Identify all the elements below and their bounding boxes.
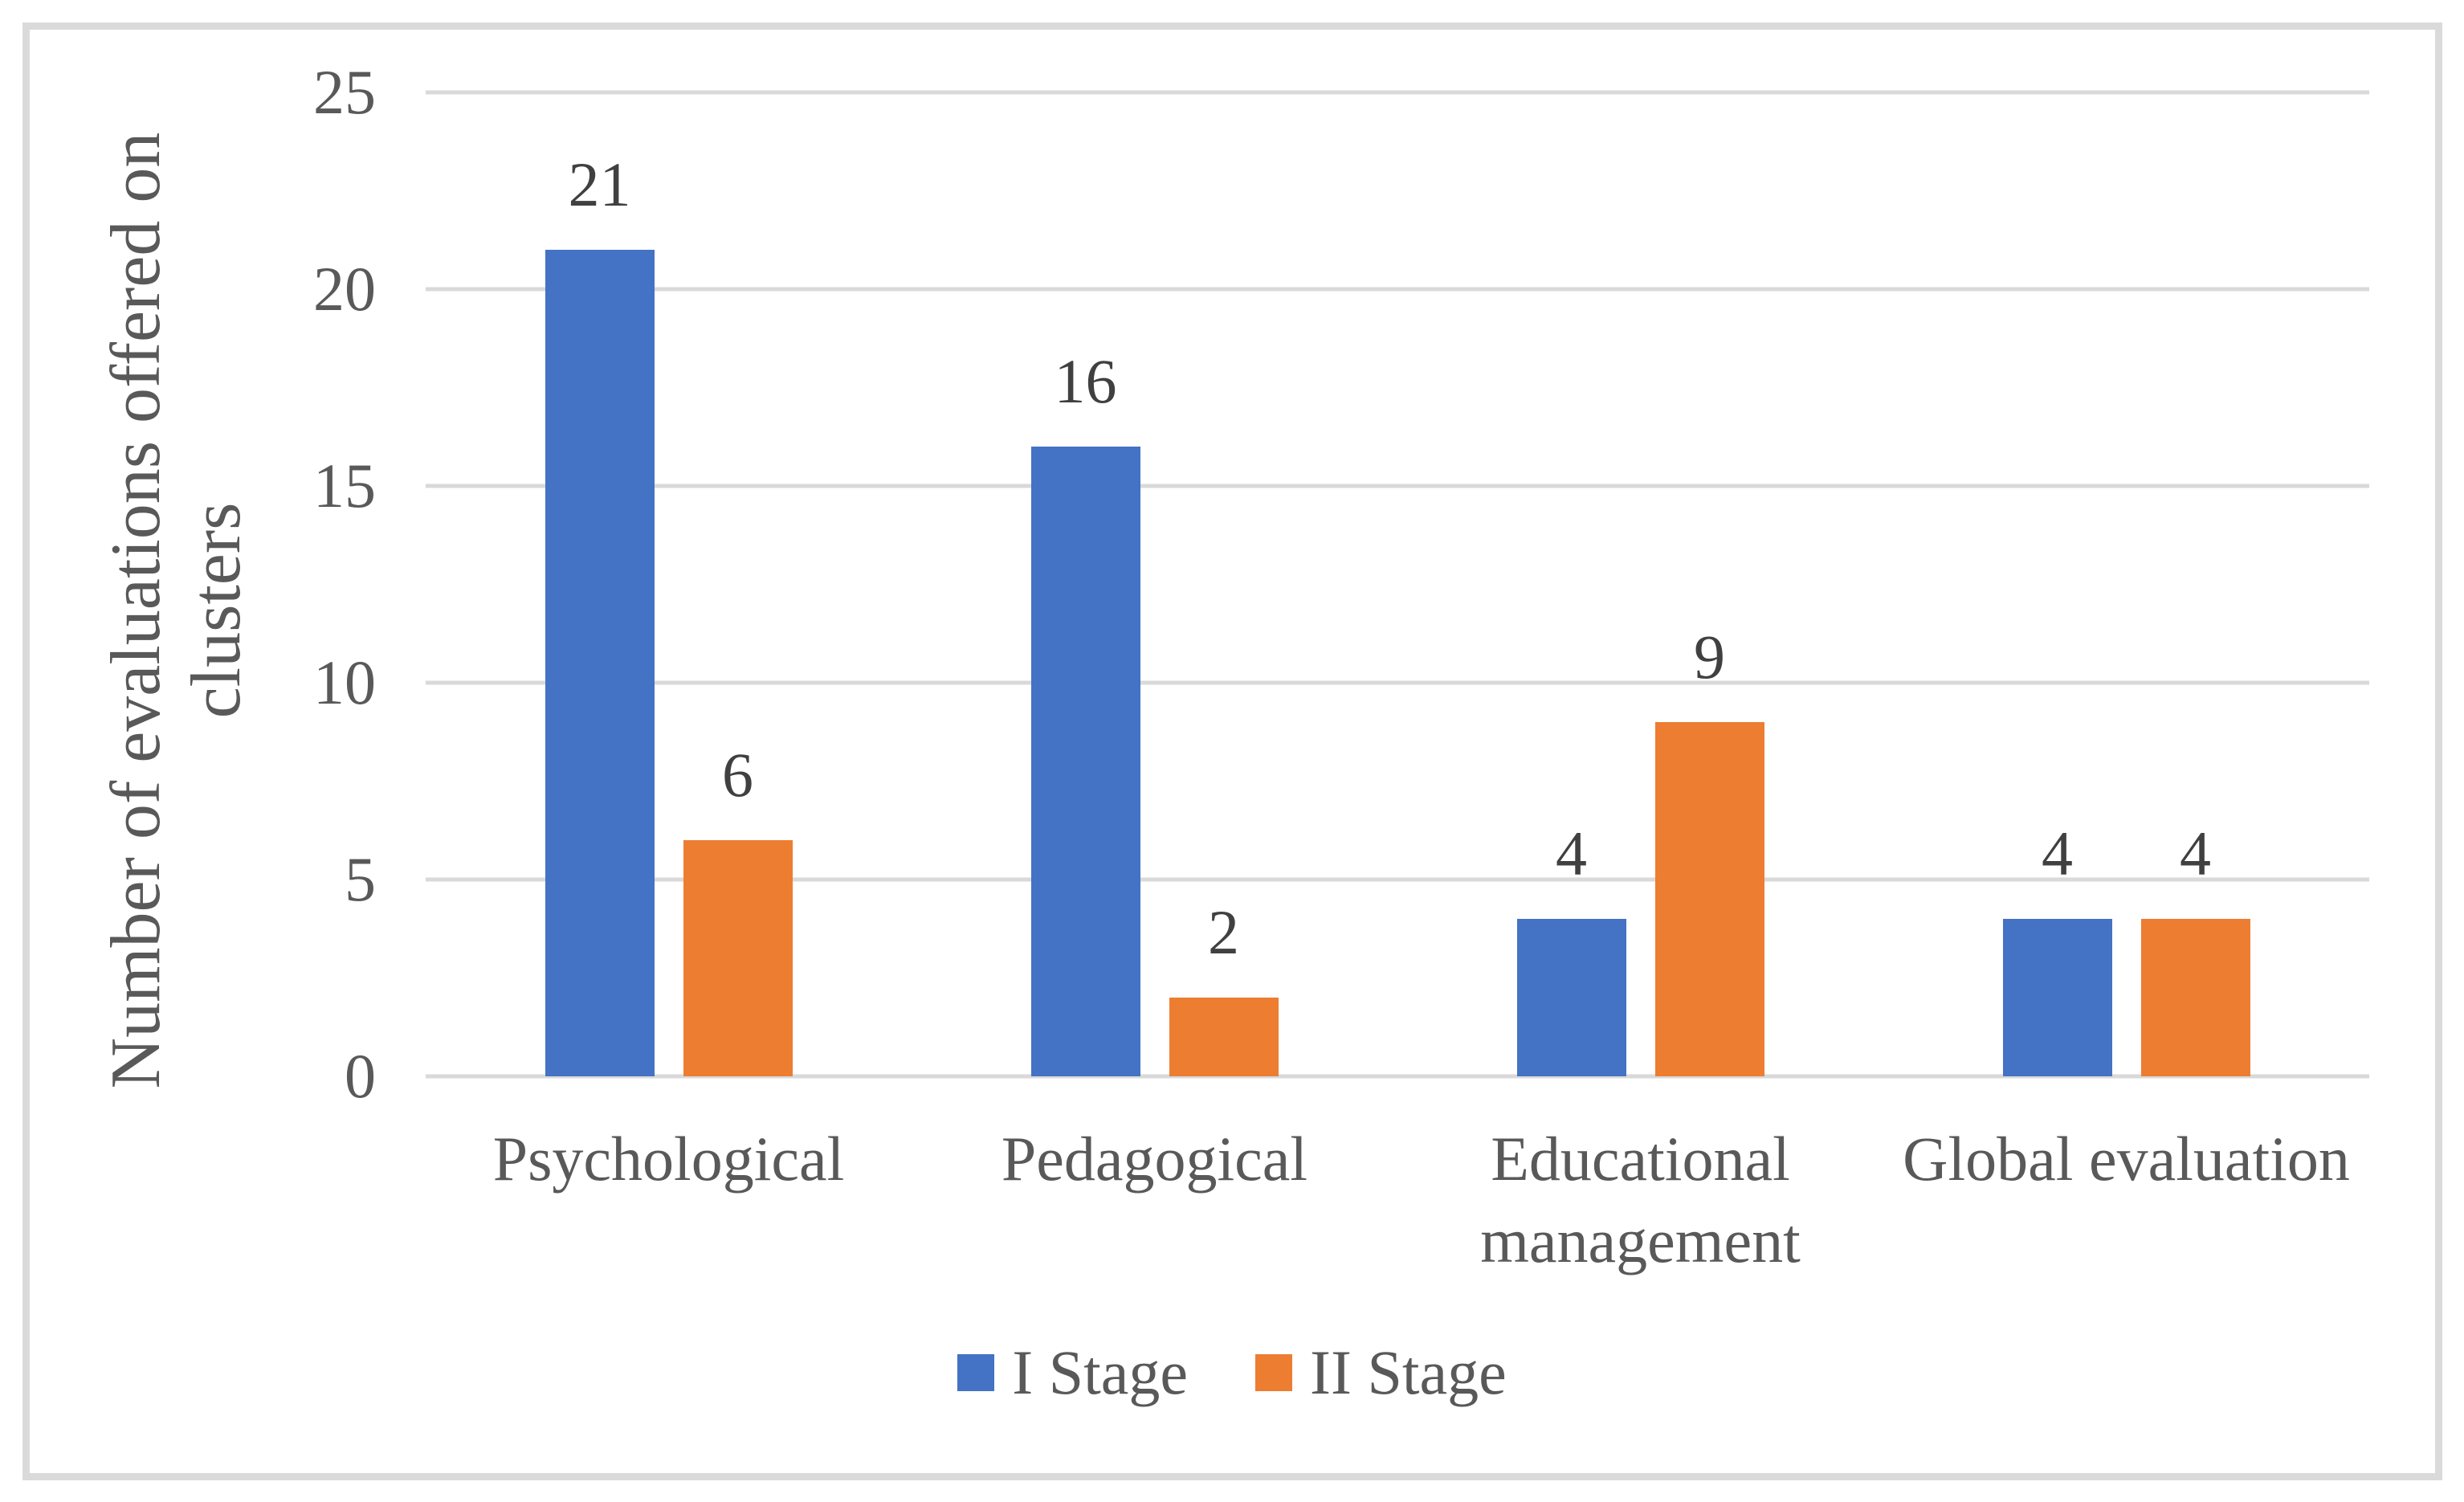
bar-groups-layer: 21 6 16 2 4 9 4 4 [426, 92, 2369, 1076]
gridline-15 [426, 484, 2369, 488]
gridline-25 [426, 90, 2369, 95]
bar-value-label: 9 [1694, 622, 1725, 692]
y-tick-label-20: 20 [313, 254, 376, 324]
y-tick-label-5: 5 [345, 844, 376, 914]
x-category-label-psychological: Psychological [492, 1124, 845, 1194]
legend-item-ii-stage: II Stage [1255, 1337, 1507, 1409]
y-axis-title-line: Number of evaluations offered on [97, 132, 175, 1089]
gridline-20 [426, 287, 2369, 292]
bar-value-label: 21 [568, 149, 631, 219]
bar-value-label: 4 [1556, 818, 1587, 888]
legend-marker-ii-stage [1255, 1354, 1292, 1391]
chart-frame [22, 22, 2442, 1480]
y-tick-label-0: 0 [345, 1041, 376, 1111]
bar-value-label: 16 [1054, 346, 1117, 416]
gridline-5 [426, 877, 2369, 882]
x-category-label-pedagogical: Pedagogical [1001, 1124, 1308, 1194]
gridline-0 [426, 1074, 2369, 1079]
bar-value-label: 2 [1208, 897, 1239, 967]
x-axis-category-labels: Psychological Pedagogical Educational mana… [426, 1118, 2369, 1282]
bar-i-stage-psychological: 21 [545, 153, 655, 1076]
legend-label: II Stage [1310, 1337, 1507, 1407]
bar-value-label: 6 [722, 740, 753, 810]
bar-ii-stage-educational-management: 9 [1654, 626, 1764, 1076]
y-axis-title-line: clusters [177, 502, 255, 719]
gridline-10 [426, 680, 2369, 685]
bar-group-pedagogical: 16 2 [912, 92, 1397, 1076]
bar-ii-stage-global-evaluation: 4 [2140, 822, 2250, 1076]
bar-ii-stage-pedagogical: 2 [1169, 901, 1279, 1076]
bar-i-stage-pedagogical: 16 [1030, 350, 1140, 1076]
legend: I Stage II Stage [0, 1337, 2464, 1409]
bar-value-label: 4 [2042, 818, 2073, 888]
bar-i-stage-educational-management: 4 [1516, 822, 1626, 1076]
x-category-label-global-evaluation: Global evaluation [1903, 1124, 2350, 1194]
bar-i-stage-global-evaluation: 4 [2002, 822, 2112, 1076]
x-category-label-educational-management: Educational management [1480, 1124, 1801, 1275]
y-tick-label-25: 25 [313, 57, 376, 127]
bar-group-psychological: 21 6 [426, 92, 912, 1076]
legend-item-i-stage: I Stage [957, 1337, 1188, 1409]
y-tick-label-10: 10 [313, 647, 376, 717]
legend-label: I Stage [1012, 1337, 1188, 1407]
y-tick-label-15: 15 [313, 451, 376, 520]
plot-area: 21 6 16 2 4 9 4 4 [426, 90, 2369, 1079]
y-axis-title: Number of evaluations offered on clusters [96, 104, 257, 1116]
legend-marker-i-stage [957, 1354, 995, 1391]
bar-ii-stage-psychological: 6 [683, 744, 793, 1076]
bar-value-label: 4 [2180, 818, 2211, 888]
